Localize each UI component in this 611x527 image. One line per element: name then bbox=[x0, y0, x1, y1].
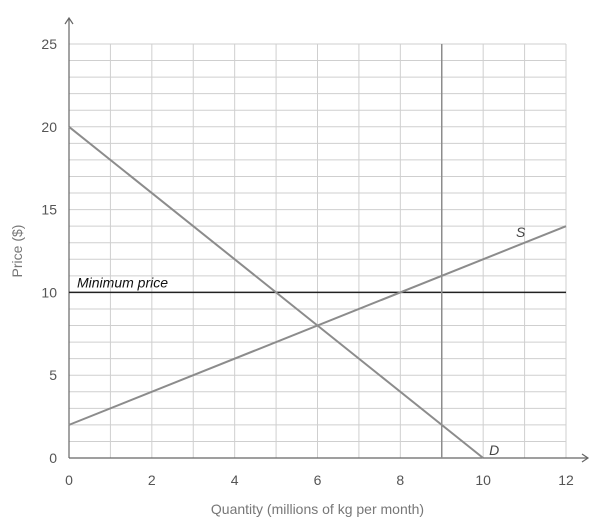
y-tick-label: 15 bbox=[41, 202, 57, 218]
x-tick-label: 8 bbox=[396, 472, 404, 488]
y-axis-arrow-icon bbox=[64, 16, 74, 25]
x-tick-label: 12 bbox=[558, 472, 574, 488]
series-label-s: S bbox=[516, 224, 526, 240]
annotations: Minimum price bbox=[69, 44, 566, 458]
grid bbox=[69, 43, 567, 458]
x-tick-label: 0 bbox=[65, 472, 73, 488]
y-tick-label: 25 bbox=[41, 36, 57, 52]
y-tick-labels: 0 5 10 15 20 25 bbox=[41, 36, 57, 466]
x-axis-arrow-icon bbox=[581, 453, 590, 463]
series-label-d: D bbox=[489, 442, 499, 458]
minimum-price-label: Minimum price bbox=[77, 274, 168, 290]
x-tick-label: 6 bbox=[314, 472, 322, 488]
x-tick-label: 2 bbox=[148, 472, 156, 488]
x-tick-label: 4 bbox=[231, 472, 239, 488]
series-labels: SD bbox=[489, 224, 526, 458]
y-tick-label: 5 bbox=[49, 367, 57, 383]
y-axis-title: Price ($) bbox=[9, 225, 25, 278]
series-line-d bbox=[68, 126, 484, 459]
x-tick-labels: 0 2 4 6 8 10 12 bbox=[65, 472, 574, 488]
series bbox=[68, 126, 567, 459]
y-tick-label: 0 bbox=[49, 450, 57, 466]
y-tick-label: 20 bbox=[41, 119, 57, 135]
axes bbox=[64, 16, 590, 463]
y-tick-label: 10 bbox=[41, 284, 57, 300]
x-tick-label: 10 bbox=[475, 472, 491, 488]
x-axis-title: Quantity (millions of kg per month) bbox=[211, 501, 424, 517]
